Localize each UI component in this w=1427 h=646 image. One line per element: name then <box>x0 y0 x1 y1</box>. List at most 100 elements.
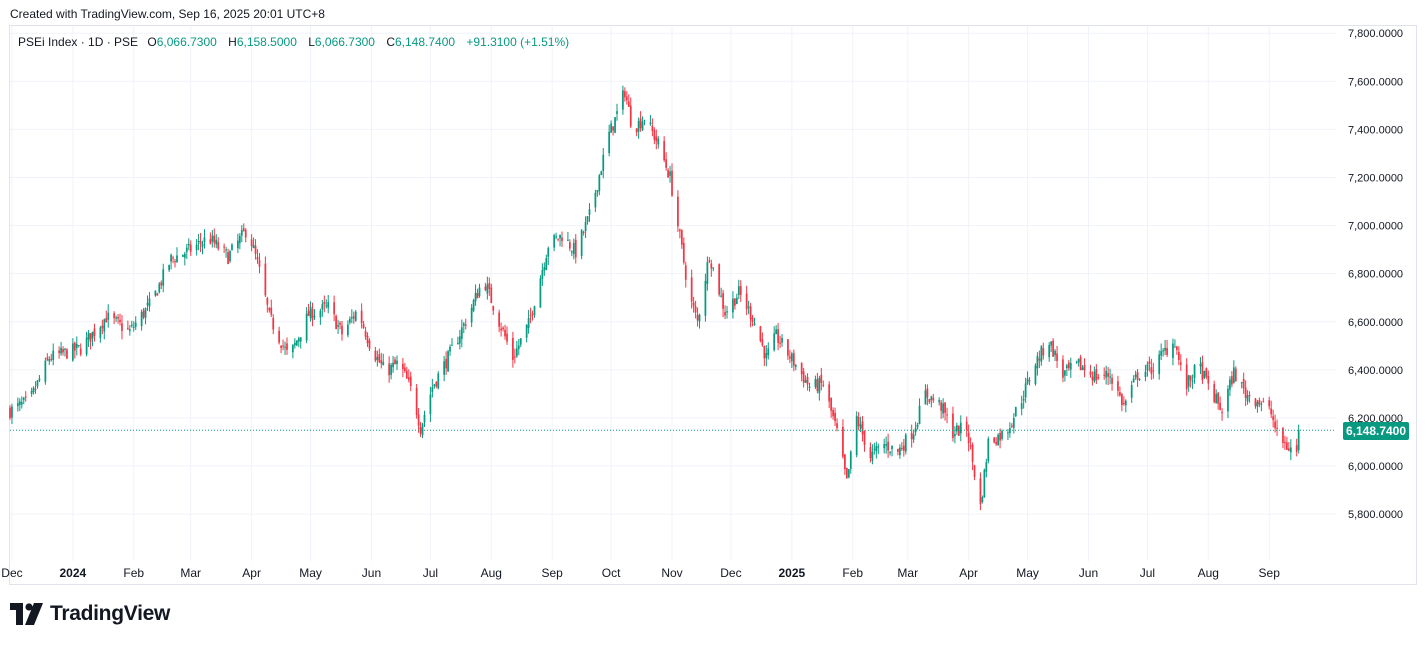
candle-body <box>50 358 53 360</box>
candle-body <box>323 301 326 305</box>
candle-body <box>678 229 681 232</box>
candle-body <box>217 242 220 249</box>
candle-body <box>586 216 589 222</box>
candle-body <box>327 302 330 308</box>
candle-body <box>484 286 487 291</box>
candle-body <box>759 326 762 341</box>
candle-body <box>1150 367 1153 374</box>
candle-body <box>724 312 726 316</box>
candle-body <box>710 263 713 269</box>
candle-body <box>1242 378 1245 389</box>
candle-body <box>231 244 233 250</box>
candle-body <box>967 432 970 444</box>
candle-body <box>1062 359 1064 378</box>
y-tick-label: 6,400.0000 <box>1348 365 1403 377</box>
candle-body <box>1248 395 1251 397</box>
candle-body <box>350 317 353 319</box>
candle-body <box>409 376 412 386</box>
candle-body <box>1052 340 1054 357</box>
candle-body <box>883 444 886 449</box>
candle-body <box>904 434 907 452</box>
candle-body <box>270 307 273 315</box>
x-tick-label: Mar <box>180 566 201 580</box>
candle-body <box>390 364 392 375</box>
candle-body <box>979 478 982 505</box>
candle-body <box>421 423 424 436</box>
candle-body <box>1095 369 1098 381</box>
candle-body <box>341 325 343 335</box>
candle-body <box>734 298 736 306</box>
candle-body <box>176 255 178 263</box>
candle-body <box>637 120 640 132</box>
chart-frame[interactable] <box>9 25 1417 585</box>
symbol-label[interactable]: PSEi Index · 1D · PSE <box>18 35 139 49</box>
candle-body <box>649 122 652 124</box>
candle-body <box>1054 350 1056 356</box>
candle-body <box>849 451 852 469</box>
candle-body <box>402 363 404 369</box>
created-with-caption: Created with TradingView.com, Sep 16, 20… <box>10 7 325 21</box>
x-tick-label: Jul <box>423 566 438 580</box>
candle-body <box>995 441 998 445</box>
candle-body <box>938 400 941 403</box>
candle-body <box>926 388 929 398</box>
candle-body <box>1107 373 1110 377</box>
candle-body <box>1297 430 1300 450</box>
candle-body <box>1203 370 1206 378</box>
candle-body <box>1258 399 1261 405</box>
candle-body <box>38 378 41 381</box>
candlestick-chart[interactable]: 5,800.0000 6,000.0000 6,200.0000 6,400.0000… <box>0 0 1427 590</box>
candle-body <box>187 243 190 246</box>
candle-body <box>368 340 371 349</box>
candle-body <box>680 230 683 245</box>
candle-body <box>16 403 19 407</box>
open-value: 6,066.7300 <box>156 35 217 49</box>
candle-body <box>955 425 958 432</box>
candle-body <box>1089 371 1092 375</box>
candle-body <box>973 465 976 477</box>
candle-body <box>101 325 104 329</box>
candle-body <box>1234 368 1237 382</box>
candle-body <box>1166 348 1168 355</box>
candle-body <box>1083 365 1086 371</box>
candle-body <box>195 244 198 251</box>
candle-body <box>470 307 473 323</box>
candle-body <box>1020 403 1023 409</box>
candle-body <box>1295 445 1298 452</box>
candle-body <box>1270 408 1273 415</box>
candle-body <box>492 306 495 311</box>
candle-body <box>834 412 836 422</box>
candle-body <box>598 175 601 192</box>
candle-body <box>378 354 381 363</box>
candle-body <box>490 287 493 304</box>
candle-body <box>588 209 591 215</box>
candle-body <box>435 381 438 387</box>
candle-body <box>498 312 501 327</box>
tradingview-logo[interactable]: TradingView <box>10 602 170 626</box>
candle-body <box>657 138 660 145</box>
candle-body <box>30 390 33 394</box>
candle-body <box>857 416 860 426</box>
candle-body <box>211 235 214 242</box>
candle-body <box>478 287 481 296</box>
candle-body <box>433 384 436 387</box>
candle-body <box>1176 346 1178 350</box>
candle-body <box>374 350 377 361</box>
candle-body <box>405 370 408 379</box>
y-tick-label: 7,000.0000 <box>1348 221 1403 233</box>
candle-body <box>545 258 548 270</box>
candle-body <box>117 317 119 319</box>
candle-body <box>451 344 453 346</box>
candle-body <box>266 297 269 305</box>
candle-body <box>869 447 872 459</box>
candle-body <box>616 111 618 114</box>
candle-body <box>525 324 528 338</box>
candle-body <box>172 257 174 259</box>
candle-body <box>1134 374 1137 378</box>
candle-body <box>816 379 819 392</box>
candle-body <box>747 306 750 308</box>
candle-body <box>608 131 611 154</box>
x-tick-label: May <box>299 566 322 580</box>
candle-body <box>804 379 807 383</box>
candle-body <box>388 363 391 376</box>
